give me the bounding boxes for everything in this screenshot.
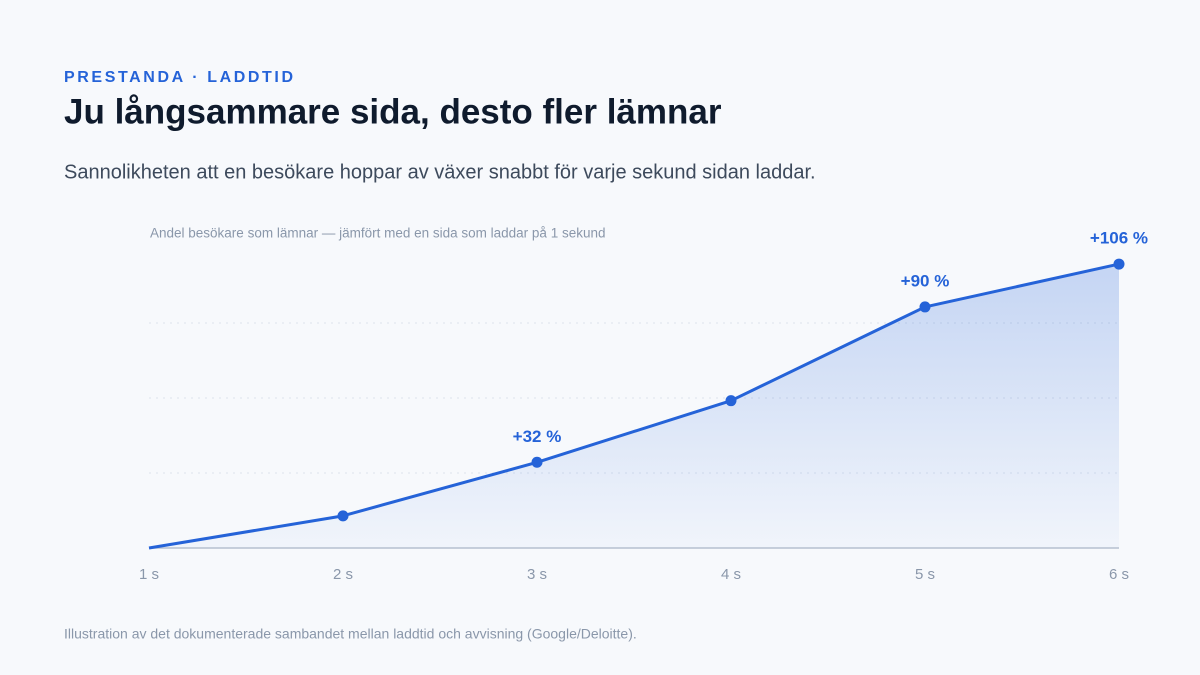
- eyebrow: PRESTANDA · LADDTID: [64, 69, 296, 86]
- x-tick-label: 6 s: [1109, 566, 1129, 583]
- line: [148, 262, 1120, 550]
- x-tick-label: 4 s: [721, 566, 741, 583]
- chart-title: Ju långsammare sida, desto fler lämnar: [64, 92, 722, 131]
- point: [725, 395, 737, 407]
- area: [149, 264, 1119, 548]
- x-tick-label: 5 s: [915, 566, 935, 583]
- point: [531, 456, 543, 468]
- data-label: +106 %: [1090, 229, 1148, 248]
- point: [919, 301, 931, 313]
- chart-subtitle: Sannolikheten att en besökare hoppar av …: [64, 161, 816, 183]
- data-label: +32 %: [513, 427, 562, 446]
- y-axis-label: Andel besökare som lämnar — jämfört med …: [150, 226, 605, 241]
- x-tick-label: 3 s: [527, 566, 547, 583]
- data-label: +90 %: [901, 271, 950, 290]
- x-tick-label: 1 s: [139, 566, 159, 583]
- x-tick-label: 2 s: [333, 566, 353, 583]
- point: [337, 510, 349, 522]
- point: [1113, 258, 1125, 270]
- footnote: Illustration av det dokumenterade samban…: [64, 626, 637, 642]
